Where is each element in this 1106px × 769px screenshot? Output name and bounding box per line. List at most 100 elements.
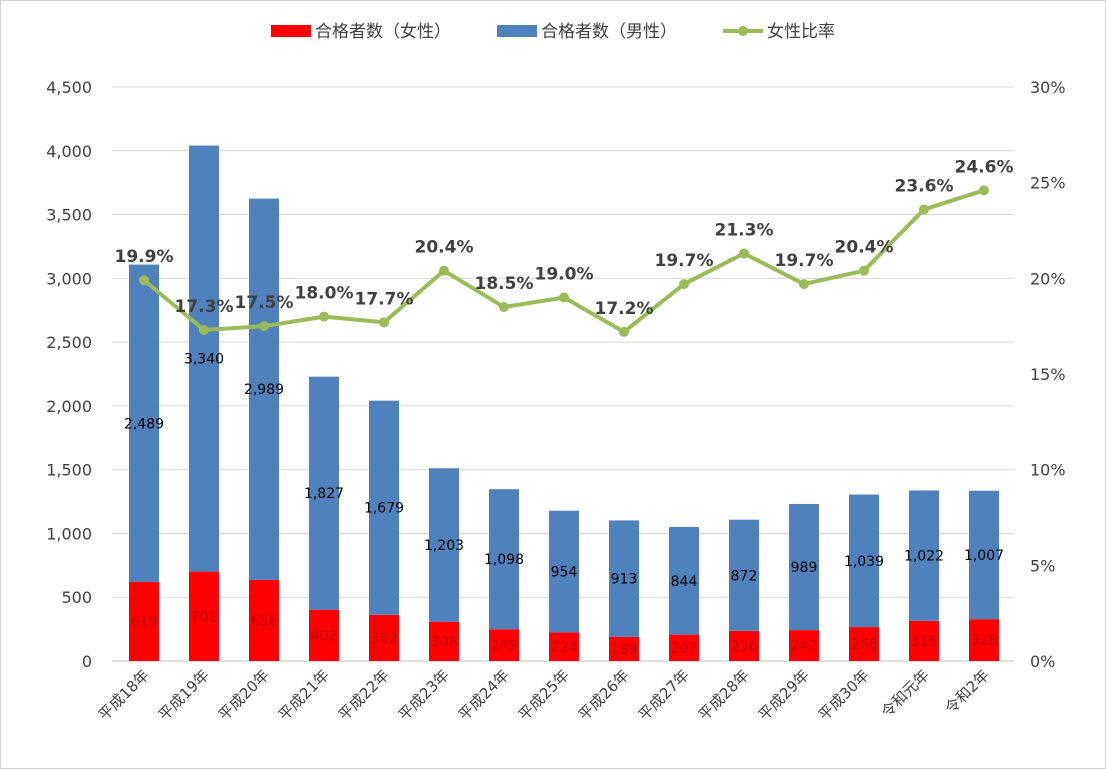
bar-female bbox=[369, 614, 399, 661]
ratio-marker bbox=[619, 326, 629, 337]
data-label-female: 236 bbox=[731, 639, 758, 655]
data-label-male: 872 bbox=[731, 568, 758, 584]
y-right-tick-label: 30% bbox=[1030, 78, 1066, 97]
y-right-tick-label: 25% bbox=[1030, 174, 1066, 193]
y-left-tick-label: 500 bbox=[61, 588, 92, 607]
y-right-tick-label: 0% bbox=[1030, 652, 1055, 671]
data-label-female: 636 bbox=[251, 613, 278, 629]
bar-male bbox=[849, 494, 879, 628]
bar-female bbox=[429, 621, 459, 661]
bar-female bbox=[129, 582, 159, 661]
legend-label-male: 合格者数（男性） bbox=[541, 22, 677, 42]
ratio-marker bbox=[859, 265, 869, 276]
data-label-male: 913 bbox=[611, 572, 638, 588]
y-left-tick-label: 1,000 bbox=[46, 524, 92, 543]
y-left-tick-label: 4,500 bbox=[46, 78, 92, 97]
data-label-ratio: 24.6% bbox=[955, 157, 1014, 177]
ratio-marker bbox=[379, 317, 389, 328]
data-label-female: 242 bbox=[791, 639, 818, 655]
y-left-tick-label: 3,500 bbox=[46, 206, 92, 225]
data-label-female: 224 bbox=[551, 640, 578, 656]
data-label-ratio: 19.7% bbox=[775, 251, 834, 271]
data-label-ratio: 20.4% bbox=[835, 238, 894, 258]
data-label-female: 207 bbox=[671, 641, 698, 657]
legend-label-ratio: 女性比率 bbox=[767, 22, 835, 42]
y-left-tick-label: 2,000 bbox=[46, 397, 92, 416]
legend: 合格者数（女性） 合格者数（男性） 女性比率 bbox=[271, 22, 835, 42]
data-label-ratio: 17.2% bbox=[595, 299, 654, 319]
ratio-line bbox=[139, 185, 989, 337]
data-label-female: 701 bbox=[191, 609, 218, 625]
bar-male bbox=[969, 490, 999, 620]
data-label-male: 2,989 bbox=[244, 382, 284, 398]
y-left-tick-label: 1,500 bbox=[46, 461, 92, 480]
ratio-marker bbox=[679, 279, 689, 290]
bar-female bbox=[189, 571, 219, 661]
data-label-male: 1,203 bbox=[424, 538, 464, 554]
bar-male bbox=[429, 468, 459, 622]
bar-male bbox=[489, 489, 519, 630]
bar-male bbox=[369, 400, 399, 615]
data-label-female: 362 bbox=[371, 631, 398, 647]
ratio-marker bbox=[799, 279, 809, 290]
bar-female bbox=[309, 609, 339, 661]
legend-label-female: 合格者数（女性） bbox=[315, 22, 451, 42]
data-label-male: 2,489 bbox=[124, 416, 164, 432]
y-left-tick-label: 4,000 bbox=[46, 142, 92, 161]
bar-male bbox=[789, 503, 819, 631]
ratio-marker bbox=[259, 321, 269, 332]
data-label-male: 1,679 bbox=[364, 501, 404, 517]
bar-data-labels: 619 2,489 701 3,340 636 2,989 402 1,827 362 1,679… bbox=[124, 352, 1004, 658]
bar-female bbox=[789, 630, 819, 661]
y-right-tick-label: 5% bbox=[1030, 556, 1055, 575]
legend-swatch-female bbox=[271, 25, 311, 37]
bar-female bbox=[729, 630, 759, 661]
ratio-marker bbox=[199, 324, 209, 335]
bar-male bbox=[309, 376, 339, 610]
data-label-female: 619 bbox=[131, 615, 158, 631]
data-label-ratio: 20.4% bbox=[415, 238, 474, 258]
data-label-female: 308 bbox=[431, 634, 458, 650]
bar-male bbox=[669, 526, 699, 635]
data-label-female: 189 bbox=[611, 642, 638, 658]
bar-female bbox=[489, 629, 519, 661]
bar-male bbox=[249, 198, 279, 580]
data-label-male: 1,007 bbox=[964, 548, 1004, 564]
bar-male bbox=[729, 519, 759, 631]
ratio-data-labels: 19.9%17.3% 17.5% 18.0% 17.7%20.4%18.5% 19.0%… bbox=[115, 157, 1014, 319]
ratio-marker bbox=[139, 275, 149, 286]
bar-female bbox=[909, 620, 939, 661]
bar-male bbox=[549, 510, 579, 633]
data-label-male: 989 bbox=[791, 560, 818, 576]
bar-male bbox=[909, 490, 939, 621]
data-label-female: 315 bbox=[911, 634, 938, 650]
bar-male bbox=[189, 145, 219, 572]
y-left-tick-label: 3,000 bbox=[46, 269, 92, 288]
data-label-ratio: 17.5% bbox=[235, 293, 294, 313]
data-label-male: 844 bbox=[671, 574, 698, 590]
bar-female bbox=[609, 636, 639, 661]
data-label-ratio: 19.7% bbox=[655, 251, 714, 271]
bar-male bbox=[609, 520, 639, 637]
ratio-marker bbox=[319, 311, 329, 322]
y-left-tick-label: 0 bbox=[82, 652, 92, 671]
bar-female bbox=[849, 627, 879, 661]
data-label-male: 954 bbox=[551, 565, 578, 581]
data-label-male: 1,098 bbox=[484, 552, 524, 568]
data-label-female: 328 bbox=[971, 633, 998, 649]
data-label-female: 249 bbox=[491, 638, 518, 654]
data-label-female: 266 bbox=[851, 637, 878, 653]
legend-swatch-ratio-marker bbox=[738, 26, 748, 36]
data-label-male: 3,340 bbox=[184, 352, 224, 368]
bar-female bbox=[969, 619, 999, 661]
ratio-marker bbox=[979, 185, 989, 196]
bar-female bbox=[249, 579, 279, 661]
data-label-female: 402 bbox=[311, 628, 338, 644]
data-label-ratio: 18.0% bbox=[295, 284, 354, 304]
data-label-ratio: 17.3% bbox=[175, 297, 234, 317]
ratio-marker bbox=[439, 265, 449, 276]
data-label-ratio: 23.6% bbox=[895, 176, 954, 196]
bar-female bbox=[549, 632, 579, 661]
bar-male bbox=[129, 264, 159, 583]
